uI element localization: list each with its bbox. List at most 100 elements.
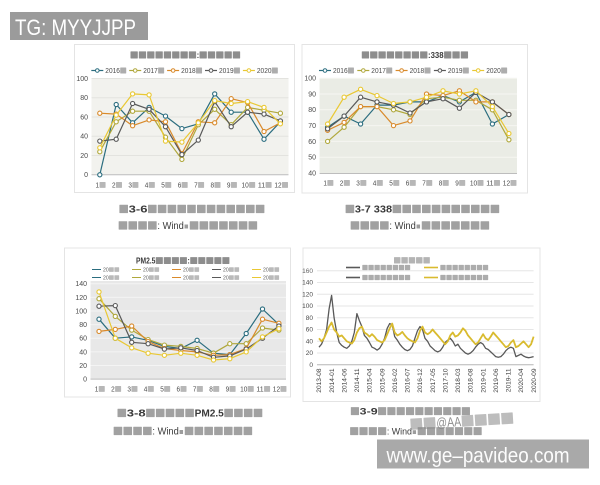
svg-text:100: 100 (304, 76, 316, 83)
svg-text:6: 6 (406, 181, 410, 188)
svg-text:2018-03: 2018-03 (455, 368, 462, 393)
svg-text::: : (197, 50, 200, 60)
svg-text:3: 3 (127, 387, 131, 394)
svg-text:2018-08: 2018-08 (468, 368, 475, 393)
svg-text:2017: 2017 (143, 68, 158, 75)
svg-text:80: 80 (306, 315, 314, 322)
svg-text:20: 20 (306, 350, 314, 357)
svg-text:60: 60 (79, 336, 87, 343)
svg-text:2019-01: 2019-01 (480, 368, 487, 393)
svg-text:7: 7 (194, 183, 198, 190)
svg-text:2018: 2018 (410, 68, 425, 75)
svg-text:60: 60 (80, 114, 88, 121)
svg-text:2014-01: 2014-01 (329, 368, 336, 393)
svg-text:12: 12 (503, 181, 510, 188)
svg-text:: Wind: : Wind (389, 221, 415, 232)
svg-text:7: 7 (193, 387, 197, 394)
svg-text:2020-09: 2020-09 (531, 368, 538, 393)
svg-text:12: 12 (273, 387, 280, 394)
svg-text:20: 20 (143, 268, 149, 274)
svg-text:7: 7 (422, 181, 426, 188)
svg-text:20: 20 (183, 268, 189, 274)
svg-text:5: 5 (160, 387, 164, 394)
svg-text:6: 6 (177, 387, 181, 394)
svg-text:2015-09: 2015-09 (379, 368, 386, 393)
svg-text:80: 80 (79, 322, 87, 329)
svg-text:140: 140 (75, 281, 87, 288)
svg-text:40: 40 (308, 170, 316, 177)
svg-text:2016: 2016 (333, 68, 348, 75)
svg-text:20: 20 (263, 268, 269, 274)
svg-text::338: :338 (428, 50, 444, 60)
svg-text:100: 100 (75, 308, 87, 315)
svg-text:2014-06: 2014-06 (341, 368, 348, 393)
svg-text:20: 20 (80, 153, 88, 160)
svg-text:2017-10: 2017-10 (442, 368, 449, 393)
svg-text:40: 40 (306, 339, 314, 346)
svg-text:8: 8 (439, 181, 443, 188)
svg-text:2016-07: 2016-07 (405, 368, 412, 393)
svg-text:2013-08: 2013-08 (316, 368, 323, 393)
svg-text:2: 2 (340, 181, 344, 188)
svg-text:60: 60 (308, 139, 316, 146)
svg-text:140: 140 (302, 280, 313, 287)
svg-text:160: 160 (302, 268, 313, 275)
svg-text:120: 120 (302, 291, 313, 298)
svg-text:@AA: @AA (436, 414, 462, 430)
svg-text:20: 20 (263, 276, 269, 282)
svg-text:2014-11: 2014-11 (354, 368, 361, 392)
svg-text:5: 5 (389, 181, 393, 188)
svg-text:0: 0 (309, 362, 313, 369)
svg-text:100: 100 (302, 303, 313, 310)
svg-text:40: 40 (80, 134, 88, 141)
svg-text:70: 70 (308, 123, 316, 130)
svg-text:10: 10 (242, 183, 249, 190)
svg-text:20: 20 (103, 268, 109, 274)
svg-text:6: 6 (178, 183, 182, 190)
svg-text:20: 20 (183, 276, 189, 282)
svg-text:2019: 2019 (219, 68, 234, 75)
svg-text:120: 120 (75, 295, 87, 302)
svg-text:3-8: 3-8 (127, 409, 146, 420)
svg-text:2015-04: 2015-04 (367, 368, 374, 393)
svg-text:60: 60 (306, 327, 314, 334)
svg-text:TG: MYYJJPP: TG: MYYJJPP (15, 15, 136, 40)
svg-text:20: 20 (79, 363, 87, 370)
svg-text:2: 2 (111, 387, 115, 394)
svg-text:10: 10 (470, 181, 477, 188)
svg-text:4: 4 (145, 183, 149, 190)
svg-text:3-9: 3-9 (360, 407, 378, 418)
svg-text:3: 3 (128, 183, 132, 190)
svg-text:8: 8 (209, 387, 213, 394)
svg-text:3: 3 (356, 181, 360, 188)
svg-text:20: 20 (143, 276, 149, 282)
svg-text:2018: 2018 (181, 68, 196, 75)
svg-text:11: 11 (486, 181, 493, 188)
svg-text:2020: 2020 (486, 68, 501, 75)
svg-text:0: 0 (83, 377, 87, 384)
svg-text:2016: 2016 (105, 68, 120, 75)
svg-text:10: 10 (240, 387, 247, 394)
svg-text:2017-05: 2017-05 (430, 368, 437, 393)
svg-text:3-6: 3-6 (129, 205, 148, 216)
svg-text:2019: 2019 (448, 68, 463, 75)
svg-text:20: 20 (103, 276, 109, 282)
svg-text:1: 1 (96, 183, 100, 190)
svg-text:1: 1 (95, 387, 99, 394)
svg-text:5: 5 (161, 183, 165, 190)
svg-text:9: 9 (227, 183, 231, 190)
svg-text:2020: 2020 (257, 68, 272, 75)
svg-text:2019-11: 2019-11 (506, 368, 513, 392)
svg-text:: Wind: : Wind (152, 427, 178, 438)
svg-text:4: 4 (373, 181, 377, 188)
svg-text:3-7 338: 3-7 338 (355, 205, 393, 216)
svg-text:PM2.5: PM2.5 (195, 409, 225, 420)
svg-text::: : (188, 257, 190, 266)
svg-text:0: 0 (84, 172, 88, 179)
svg-text:4: 4 (144, 387, 148, 394)
svg-text:2019-06: 2019-06 (493, 368, 500, 393)
svg-text:2016-02: 2016-02 (392, 368, 399, 393)
svg-text:PM2.5: PM2.5 (136, 257, 156, 266)
svg-text:40: 40 (79, 349, 87, 356)
svg-text:: Wind: : Wind (387, 427, 412, 438)
